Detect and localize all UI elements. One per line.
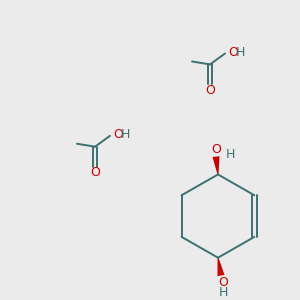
Text: O: O [90,166,100,179]
Text: O: O [205,84,215,97]
Text: H: H [218,286,228,299]
Text: O: O [218,276,228,289]
Text: O: O [211,143,221,156]
Text: H: H [236,46,245,59]
Text: O: O [228,46,238,59]
Text: O: O [113,128,123,141]
Polygon shape [212,156,220,175]
Polygon shape [218,258,224,276]
Text: H: H [225,148,235,161]
Text: H: H [121,128,130,141]
